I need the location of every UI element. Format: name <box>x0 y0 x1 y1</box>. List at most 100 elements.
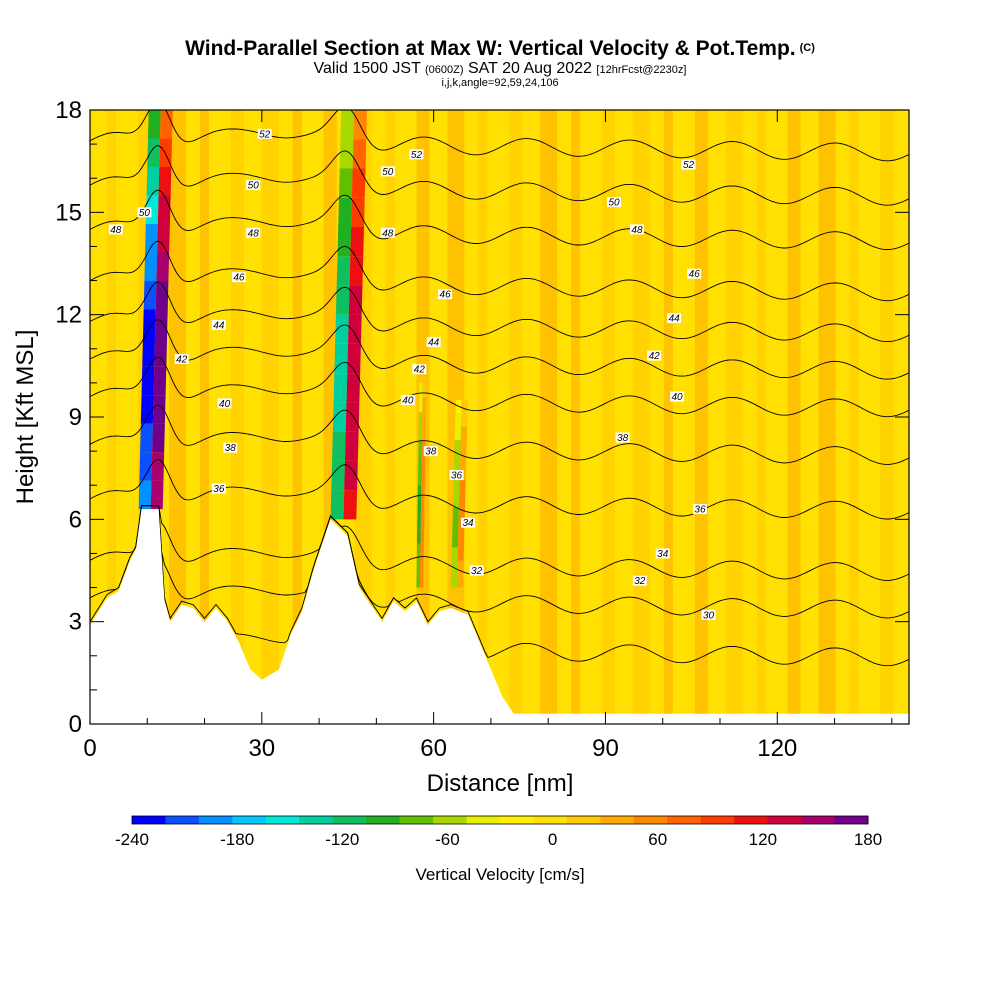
theta-contour-34 <box>90 505 909 581</box>
downdraft-core <box>416 558 421 573</box>
theta-contour-42 <box>90 319 909 380</box>
updraft-core <box>422 382 427 398</box>
downdraft-core <box>454 426 462 441</box>
weak-updraft-streak <box>292 110 302 724</box>
x-tick-label: 60 <box>420 735 447 762</box>
x-tick-label: 120 <box>757 735 797 762</box>
colorbar-tick-label: 120 <box>749 830 777 849</box>
contour-label: 52 <box>683 160 695 171</box>
contour-label-bg <box>174 354 189 365</box>
updraft-core <box>461 413 468 427</box>
updraft-core <box>348 314 362 344</box>
downdraft-core <box>336 256 351 286</box>
weak-updraft-streak <box>230 110 244 724</box>
contour-label: 52 <box>411 150 423 161</box>
contour-label: 48 <box>382 228 394 239</box>
contour-label: 40 <box>219 399 231 410</box>
contour-label: 50 <box>248 181 260 192</box>
y-tick-label: 18 <box>55 97 82 124</box>
subtitle-date: SAT 20 Aug 2022 <box>468 60 592 77</box>
updraft-core <box>344 431 359 461</box>
updraft-core <box>152 423 165 453</box>
updraft-core <box>350 226 364 257</box>
downdraft-core <box>138 480 152 510</box>
downdraft-core <box>337 226 352 257</box>
contour-label-bg <box>246 227 261 238</box>
downdraft-core <box>331 460 345 491</box>
contour-label: 50 <box>382 167 394 178</box>
y-tick-label: 6 <box>69 506 82 533</box>
contour-label: 44 <box>213 320 225 331</box>
colorbar-swatch <box>566 816 601 824</box>
colorbar-swatch <box>366 816 401 824</box>
weak-updraft-streak <box>725 110 743 724</box>
downdraft-core <box>455 413 462 427</box>
contour-label: 50 <box>608 198 620 209</box>
contour-label: 48 <box>631 225 643 236</box>
updraft-core <box>422 397 426 413</box>
updraft-core <box>420 514 425 530</box>
downdraft-core <box>417 470 422 486</box>
colorbar-swatch <box>600 816 635 824</box>
contour-label: 42 <box>176 355 188 366</box>
updraft-core <box>155 281 169 310</box>
weak-updraft-streak <box>107 110 117 724</box>
weak-updraft-streak <box>602 110 616 724</box>
theta-contour-50 <box>90 145 909 206</box>
downdraft-core <box>419 382 423 398</box>
terrain <box>90 509 909 724</box>
copyright-mark: (C) <box>799 42 815 54</box>
y-axis-label: Height [Kft MSL] <box>12 330 39 505</box>
downdraft-core <box>144 252 158 282</box>
contour-label-bg <box>438 289 453 300</box>
weak-updraft-streak <box>787 110 801 724</box>
downdraft-core <box>418 455 422 471</box>
downdraft-core <box>147 110 161 139</box>
contour-label-bg <box>647 350 662 361</box>
downdraft-core <box>335 314 349 344</box>
contour-label: 46 <box>233 273 245 284</box>
weak-updraft-streak <box>199 110 209 724</box>
contour-label-bg <box>615 432 630 443</box>
weak-updraft-streak <box>169 110 187 724</box>
contour-label-bg <box>223 442 238 453</box>
updraft-core <box>157 195 171 225</box>
theta-contour-48 <box>90 189 909 250</box>
contour-label-bg <box>681 159 696 170</box>
updraft-core <box>152 395 166 424</box>
colorbar-swatch <box>533 816 568 824</box>
downdraft-core <box>330 490 345 520</box>
colorbar-tick-label: -240 <box>115 830 149 849</box>
updraft-core <box>457 547 464 561</box>
contour-label-bg <box>137 207 152 218</box>
x-axis-label: Distance [nm] <box>427 770 574 797</box>
downdraft-core <box>416 572 421 588</box>
downdraft-core <box>417 529 421 544</box>
colorbar-label: Vertical Velocity [cm/s] <box>415 865 584 884</box>
weak-updraft-streak <box>509 110 523 724</box>
updraft-core <box>154 338 168 367</box>
downdraft-core <box>418 441 422 456</box>
colorbar-swatch <box>633 816 668 824</box>
contour-label-bg <box>449 469 464 480</box>
downdraft-core <box>139 452 153 481</box>
contour-label-bg <box>246 180 261 191</box>
downdraft-core <box>142 338 156 367</box>
downdraft-core <box>451 547 458 561</box>
colorbar-swatch <box>232 816 267 824</box>
theta-contour-36 <box>90 459 909 520</box>
updraft-core <box>150 480 164 510</box>
theta-contour-52 <box>90 110 909 162</box>
x-tick-label: 90 <box>592 735 619 762</box>
plot-area: 52 52 52 50 50 50 50 48 48 48 48 46 46 46 44 44 44 42 42 42… <box>90 110 909 724</box>
updraft-core <box>156 252 170 282</box>
weak-updraft-streak <box>478 110 488 724</box>
updraft-band <box>416 382 427 588</box>
contour-label-bg <box>667 313 682 324</box>
updraft-core <box>459 480 466 494</box>
colorbar-swatch <box>198 816 233 824</box>
contour-label-bg <box>607 197 622 208</box>
updraft-core <box>349 256 364 286</box>
